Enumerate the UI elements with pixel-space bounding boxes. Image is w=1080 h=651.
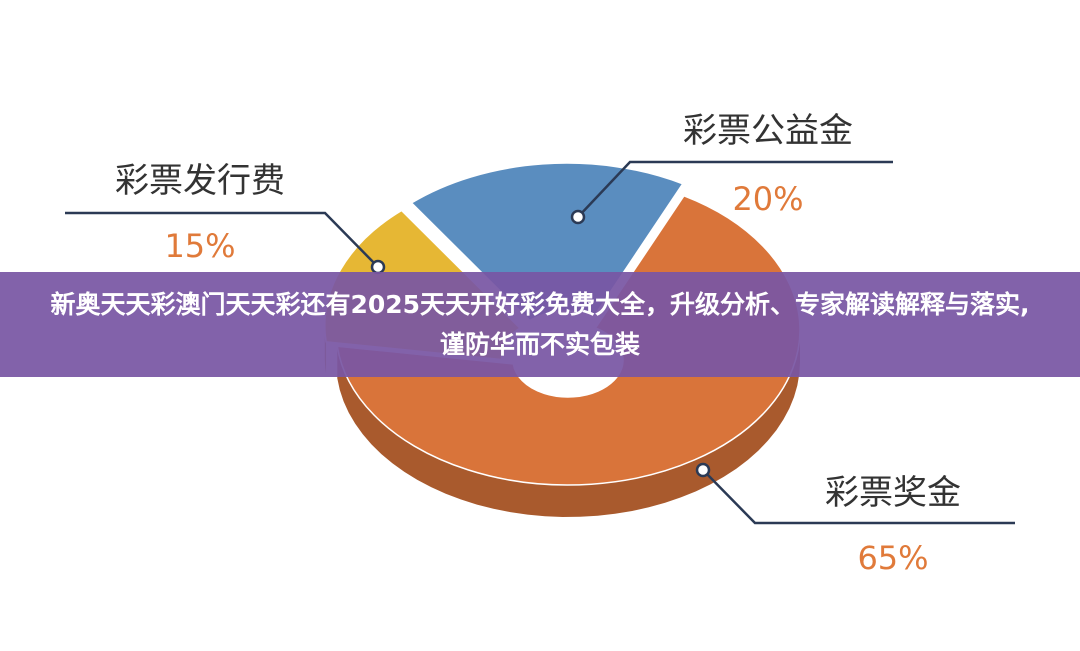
leader-dot: [695, 462, 711, 478]
category-label: 彩票奖金: [825, 473, 961, 513]
banner: 新奥天天彩澳门天天彩还有2025天天开好彩免费大全，升级分析、专家解读解释与落实…: [0, 272, 1080, 377]
slice-side: [337, 330, 800, 517]
chart-title: 新奥天天彩澳门天天彩还有2025天天开好彩免费大全，升级分析、专家解读解释与落实…: [50, 289, 1030, 359]
leader-dot: [570, 209, 586, 225]
value-label: 65%: [857, 539, 928, 577]
leader-line: [577, 160, 893, 218]
category-label: 彩票发行费: [115, 161, 285, 201]
leader-line: [65, 211, 379, 268]
value-label: 15%: [164, 227, 235, 265]
leader-line: [702, 469, 1015, 525]
category-label: 彩票公益金: [683, 111, 853, 151]
value-label: 20%: [732, 180, 803, 218]
leaders: [65, 160, 1015, 525]
